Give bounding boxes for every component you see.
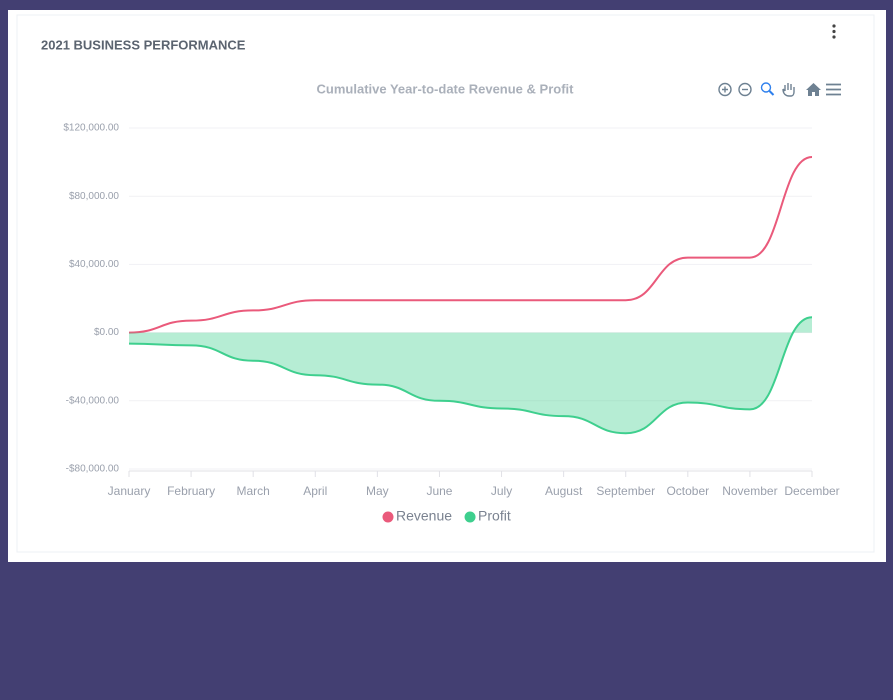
legend-marker (464, 511, 476, 523)
selection-zoom[interactable] (760, 82, 775, 96)
card-title: 2021 BUSINESS PERFORMANCE (41, 37, 246, 52)
x-tick-label: November (722, 484, 777, 498)
line (128, 316, 813, 435)
x-tick-label: February (167, 484, 215, 498)
y-tick-label: -$80,000.00 (66, 464, 120, 475)
legend-item[interactable]: Revenue (382, 508, 453, 524)
x-tick-label: June (426, 484, 452, 498)
x-tick-label: September (596, 484, 655, 498)
x-tick-label: March (237, 484, 270, 498)
y-tick-label: $120,000.00 (63, 123, 119, 134)
x-tick-label: May (366, 484, 389, 498)
legend-label: Profit (478, 508, 511, 524)
x-tick-label: December (784, 484, 839, 498)
x-tick-label: April (303, 484, 327, 498)
x-tick-label: October (666, 484, 709, 498)
y-tick-label: $0.00 (94, 327, 119, 338)
line (128, 155, 813, 334)
pan[interactable] (782, 83, 795, 97)
x-tick-label: January (108, 484, 151, 498)
chart-title: Cumulative Year-to-date Revenue & Profit (317, 81, 575, 96)
legend-marker (382, 511, 394, 523)
reset[interactable] (806, 83, 821, 96)
inner-card (16, 14, 875, 553)
card-menu[interactable] (832, 24, 836, 39)
legend-item[interactable]: Profit (464, 508, 511, 524)
area (129, 317, 812, 434)
y-tick-label: -$40,000.00 (66, 395, 120, 406)
menu[interactable] (826, 83, 841, 96)
x-tick-label: August (545, 484, 583, 498)
x-tick-label: July (491, 484, 512, 498)
y-tick-label: $80,000.00 (69, 191, 119, 202)
toolbar (718, 82, 841, 97)
zoom-out[interactable] (738, 82, 752, 97)
zoom-in[interactable] (718, 82, 732, 97)
legend-label: Revenue (396, 508, 452, 524)
y-tick-label: $40,000.00 (69, 259, 119, 270)
